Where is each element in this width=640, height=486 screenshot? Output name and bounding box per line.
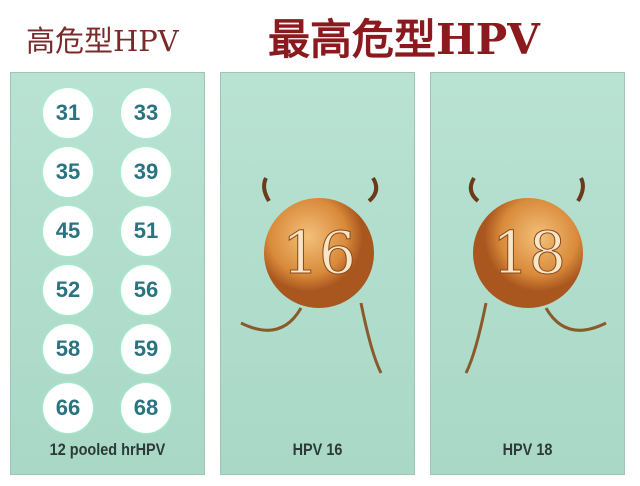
hpv-type-badge: 35 — [43, 147, 93, 197]
panel-label: 12 pooled hrHPV — [49, 440, 166, 459]
hpv-type-badge: 45 — [43, 206, 93, 256]
horn-icon — [468, 176, 480, 203]
panel-pooled-hrhpv: 31 33 35 39 45 51 52 56 58 59 66 68 12 pooled hrHPV — [10, 72, 205, 475]
virus-16-image: 16 — [240, 176, 383, 374]
virus-number: 18 — [492, 219, 566, 287]
virus-body — [264, 198, 374, 308]
tail-icon — [240, 302, 383, 374]
virus-18-image: 18 — [464, 176, 607, 374]
hpv-type-badge: 68 — [121, 383, 171, 433]
virus-number: 16 — [282, 219, 356, 287]
highest-risk-hpv-title: 最高危型HPV — [268, 15, 540, 64]
virus-body — [473, 198, 583, 308]
hpv-type-badge: 59 — [121, 324, 171, 374]
hpv-type-badge: 66 — [43, 383, 93, 433]
hpv-type-badge: 56 — [121, 265, 171, 315]
panel-hpv18: 18 HPV 18 — [430, 72, 625, 475]
hpv-type-badge: 31 — [43, 88, 93, 138]
tail-icon — [464, 302, 607, 374]
panel-label: HPV 16 — [292, 440, 343, 459]
panel-hpv16: 16 HPV 16 — [220, 72, 415, 475]
hpv-type-badge: 58 — [43, 324, 93, 374]
horn-icon — [367, 176, 379, 203]
high-risk-hpv-title: 高危型HPV — [26, 24, 179, 58]
hpv-type-badge: 51 — [121, 206, 171, 256]
horn-icon — [576, 177, 585, 203]
hpv-type-badge: 33 — [121, 88, 171, 138]
horn-icon — [262, 177, 271, 203]
hpv-type-badge: 39 — [121, 147, 171, 197]
hpv-type-badge: 52 — [43, 265, 93, 315]
panel-label: HPV 18 — [502, 440, 553, 459]
